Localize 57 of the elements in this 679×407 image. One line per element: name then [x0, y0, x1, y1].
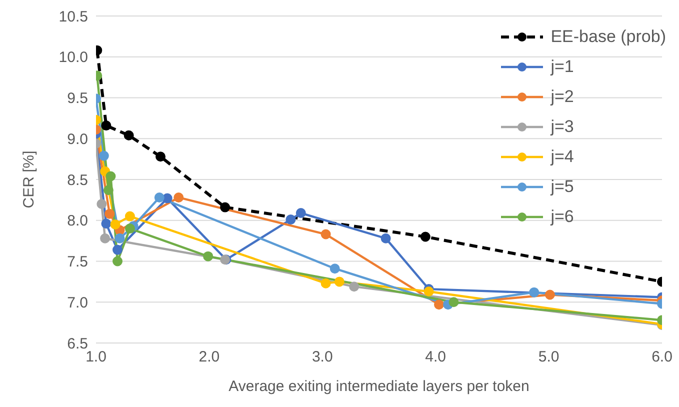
- x-tick-label: 6.0: [652, 348, 672, 366]
- point: [448, 297, 459, 308]
- point: [434, 300, 444, 310]
- point: [112, 244, 123, 255]
- x-axis-title: Average exiting intermediate layers per token: [228, 378, 530, 395]
- legend-label: j=4: [550, 147, 574, 167]
- point: [112, 256, 123, 266]
- point: [529, 287, 540, 298]
- point: [286, 214, 296, 225]
- point: [296, 208, 306, 218]
- point: [103, 185, 114, 196]
- point: [203, 251, 214, 262]
- point: [380, 233, 391, 244]
- y-tick-label: 7.0: [67, 294, 88, 312]
- point: [106, 171, 116, 182]
- point: [174, 192, 184, 202]
- y-tick-label: 7.5: [67, 254, 88, 271]
- point: [320, 278, 331, 288]
- point: [101, 120, 112, 131]
- point: [330, 264, 340, 274]
- point: [320, 229, 331, 240]
- y-tick-label: 8.5: [67, 172, 88, 189]
- legend-label: j=3: [550, 117, 574, 137]
- point: [349, 282, 360, 292]
- point: [114, 233, 125, 244]
- point: [420, 232, 430, 242]
- x-tick-label: 1.0: [86, 348, 106, 366]
- x-tick-label: 5.0: [538, 348, 560, 366]
- x-tick-label: 4.0: [425, 348, 446, 366]
- x-tick-label: 3.0: [312, 348, 333, 366]
- point: [100, 233, 110, 244]
- y-tick-label: 9.0: [67, 130, 88, 148]
- point: [156, 152, 166, 162]
- point: [334, 276, 344, 287]
- y-tick-label: 10.0: [58, 49, 88, 66]
- point: [220, 202, 230, 212]
- legend-label: j=2: [550, 87, 574, 107]
- y-axis-title: CER [%]: [20, 150, 38, 208]
- legend-label: j=1: [550, 57, 574, 77]
- point: [110, 219, 120, 230]
- point: [98, 150, 109, 161]
- point: [96, 199, 107, 210]
- y-tick-label: 10.5: [58, 8, 88, 26]
- legend-label: j=5: [550, 177, 574, 197]
- point: [101, 218, 112, 229]
- point: [104, 208, 115, 219]
- y-tick-label: 8.0: [67, 212, 88, 230]
- point: [544, 290, 555, 300]
- point: [124, 224, 135, 234]
- y-tick-label: 9.5: [67, 90, 88, 108]
- legend-label: j=6: [550, 207, 574, 227]
- x-tick-label: 2.0: [198, 348, 220, 366]
- point: [154, 192, 164, 202]
- y-tick-label: 6.5: [67, 335, 88, 352]
- legend-label: EE-base (prob): [550, 27, 666, 47]
- point: [124, 211, 135, 222]
- point: [124, 130, 134, 140]
